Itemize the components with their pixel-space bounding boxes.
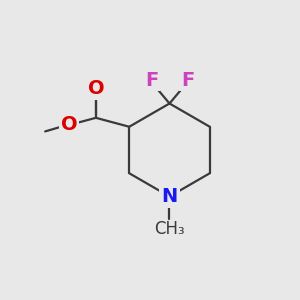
Text: O: O <box>61 115 77 134</box>
Text: F: F <box>145 71 158 90</box>
Text: N: N <box>161 187 178 206</box>
Text: CH₃: CH₃ <box>154 220 185 238</box>
Text: O: O <box>88 79 104 98</box>
Text: F: F <box>181 71 194 90</box>
